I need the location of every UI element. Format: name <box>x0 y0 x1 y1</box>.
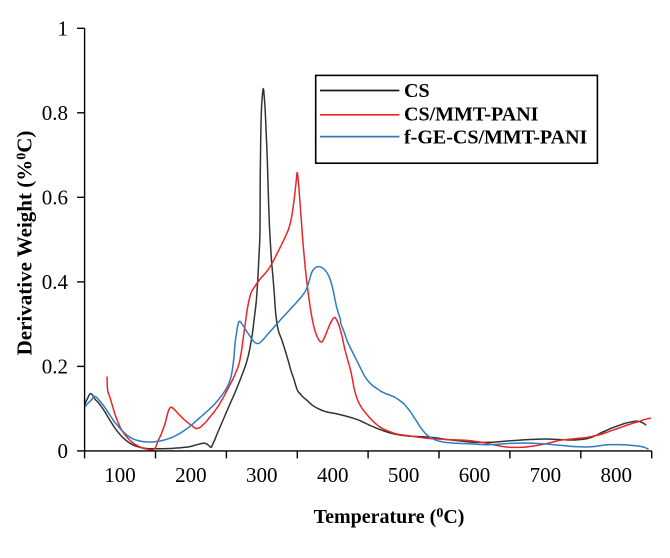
svg-text:800: 800 <box>601 463 633 487</box>
svg-text:CS: CS <box>404 80 430 102</box>
svg-text:500: 500 <box>388 463 420 487</box>
svg-text:600: 600 <box>459 463 491 487</box>
svg-text:Temperature (0C): Temperature (0C) <box>314 506 465 528</box>
svg-text:0.6: 0.6 <box>42 185 68 209</box>
svg-text:100: 100 <box>104 463 136 487</box>
svg-text:f-GE-CS/MMT-PANI: f-GE-CS/MMT-PANI <box>404 127 588 149</box>
svg-text:200: 200 <box>175 463 207 487</box>
svg-text:700: 700 <box>530 463 562 487</box>
svg-text:1: 1 <box>58 16 69 40</box>
svg-text:CS/MMT-PANI: CS/MMT-PANI <box>404 104 539 126</box>
svg-text:300: 300 <box>246 463 278 487</box>
svg-text:0: 0 <box>58 439 69 463</box>
svg-text:400: 400 <box>317 463 349 487</box>
svg-text:0.4: 0.4 <box>42 270 69 294</box>
svg-text:0.2: 0.2 <box>42 354 68 378</box>
svg-text:0.8: 0.8 <box>42 101 68 125</box>
svg-text:Derivative Weight (%0C): Derivative Weight (%0C) <box>13 131 37 356</box>
